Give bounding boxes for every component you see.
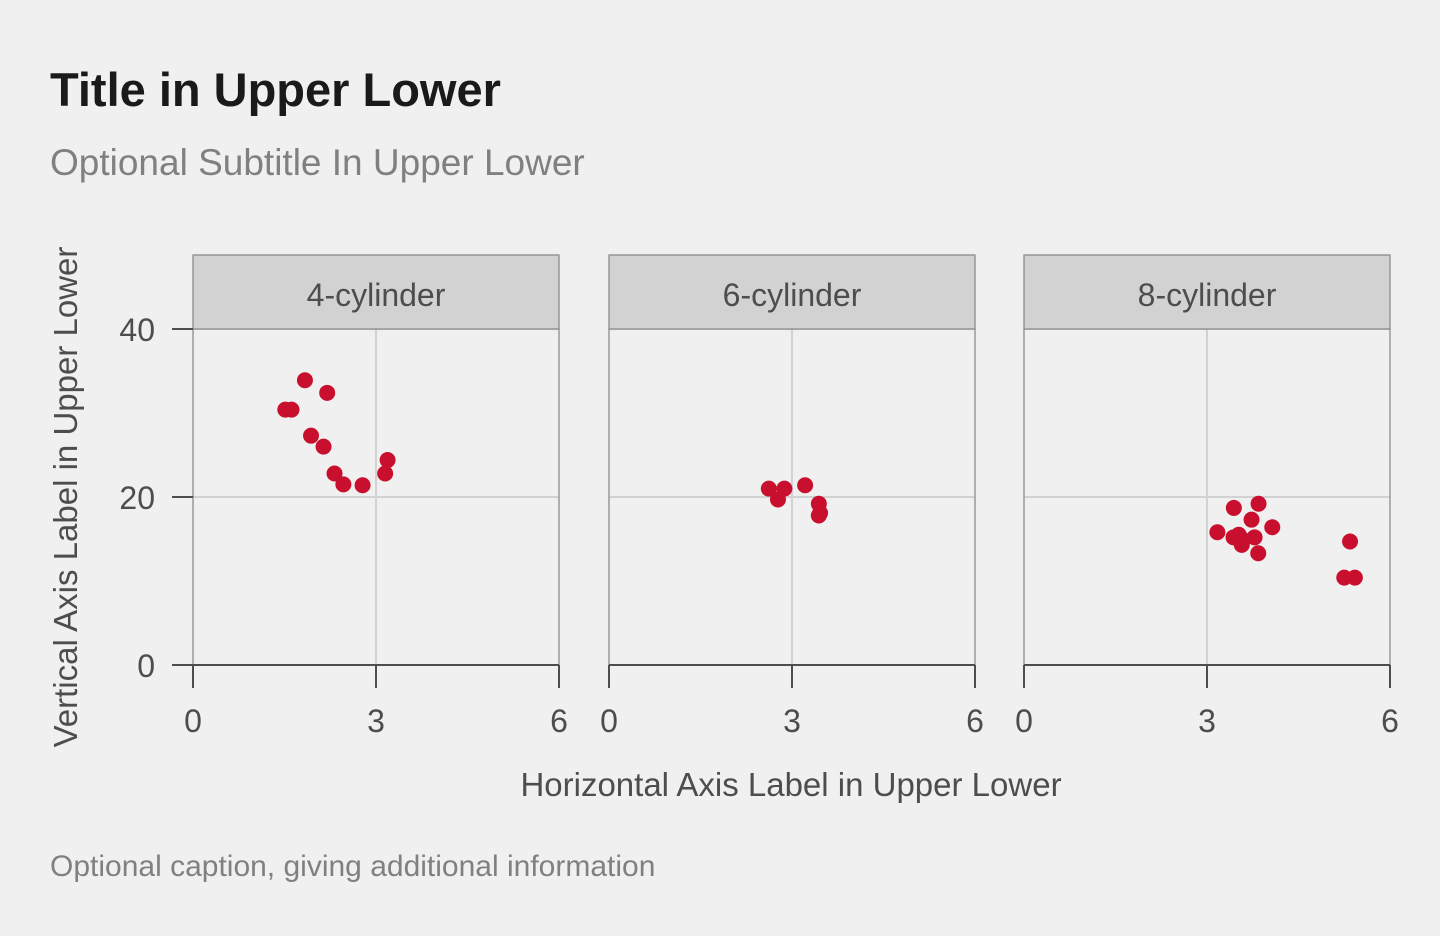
- data-point: [354, 477, 371, 494]
- facet-panel: 6-cylinder 0 3 6: [600, 254, 984, 739]
- data-point: [1250, 545, 1267, 562]
- y-tick-label: 40: [119, 312, 155, 348]
- data-point: [769, 491, 786, 508]
- facet-strip: [1023, 254, 1391, 330]
- x-tick-label: 0: [600, 703, 618, 739]
- x-axis-title: Horizontal Axis Label in Upper Lower: [520, 766, 1061, 803]
- facet-strip-label: 4-cylinder: [307, 277, 446, 313]
- data-point: [1346, 569, 1363, 586]
- y-tick-label: 20: [119, 480, 155, 516]
- chart-caption: Optional caption, giving additional info…: [50, 850, 656, 883]
- data-point: [1264, 519, 1281, 536]
- data-point: [379, 452, 396, 469]
- x-tick-label: 6: [966, 703, 984, 739]
- data-point: [1246, 529, 1263, 546]
- data-point: [1233, 531, 1250, 547]
- data-point: [1209, 524, 1226, 541]
- data-point: [1243, 511, 1260, 528]
- facet-strip: [608, 254, 976, 330]
- x-tick-label: 0: [1015, 703, 1033, 739]
- data-point: [810, 507, 827, 524]
- data-point: [797, 477, 814, 494]
- data-point: [335, 476, 352, 493]
- x-tick-label: 3: [1198, 703, 1216, 739]
- data-point: [1250, 495, 1267, 512]
- facet-strip-label: 6-cylinder: [723, 277, 862, 313]
- x-tick-label: 6: [1381, 703, 1399, 739]
- data-point: [1225, 499, 1242, 516]
- facet-panel: 8-cylinder 0 3 6: [1015, 254, 1399, 739]
- data-point: [296, 372, 313, 389]
- chart-subtitle: Optional Subtitle In Upper Lower: [50, 142, 585, 183]
- facet-panel: 4-cylinder 0 3 6: [184, 254, 568, 739]
- x-tick-label: 3: [367, 703, 385, 739]
- y-tick-label: 0: [137, 648, 155, 684]
- x-tick-label: 3: [783, 703, 801, 739]
- data-point: [326, 465, 343, 482]
- x-tick-label: 6: [550, 703, 568, 739]
- facet-strip: [192, 254, 560, 330]
- y-axis-title: Vertical Axis Label in Upper Lower: [47, 247, 84, 748]
- chart-title: Title in Upper Lower: [50, 63, 501, 116]
- x-tick-label: 0: [184, 703, 202, 739]
- data-point: [315, 438, 332, 455]
- data-point: [277, 401, 294, 418]
- data-point: [319, 384, 336, 401]
- data-point: [1342, 533, 1359, 550]
- data-point: [760, 480, 777, 497]
- facet-strip-label: 8-cylinder: [1138, 277, 1277, 313]
- data-point: [303, 427, 320, 444]
- data-point: [810, 495, 827, 512]
- data-point: [377, 465, 394, 482]
